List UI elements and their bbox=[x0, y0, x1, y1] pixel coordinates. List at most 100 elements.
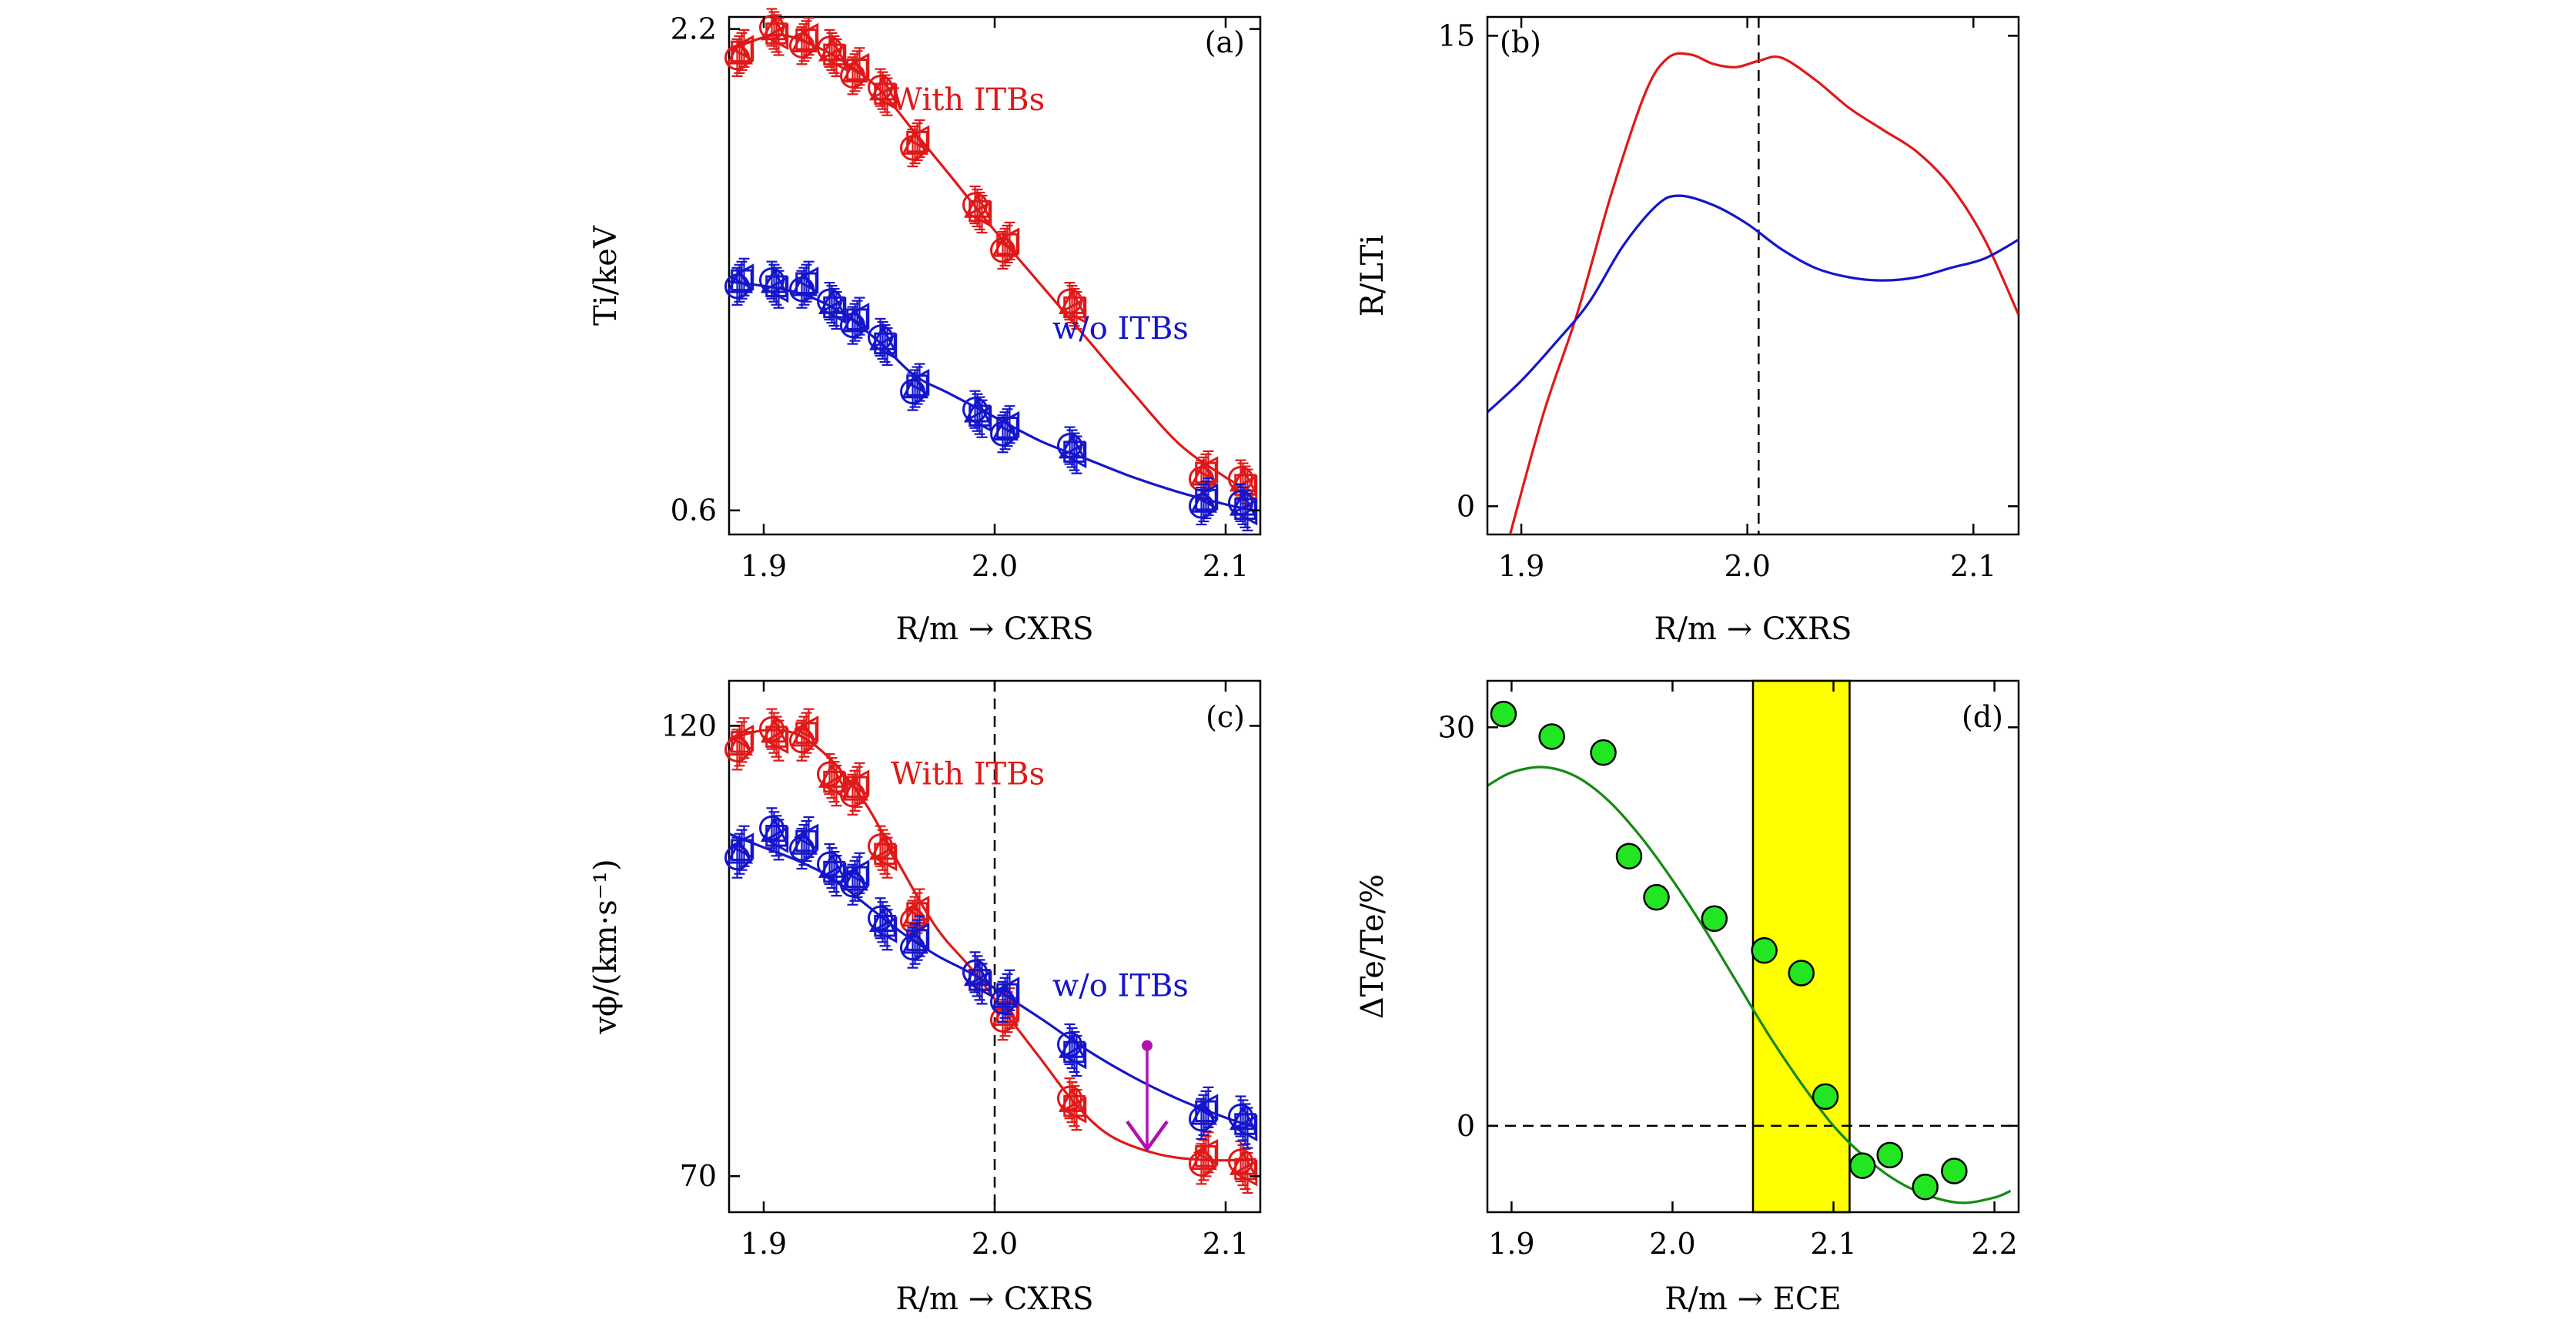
data-point-triangle bbox=[760, 816, 788, 843]
data-point-left-triangle bbox=[1193, 483, 1219, 511]
data-point-left-triangle bbox=[1193, 456, 1219, 484]
data-point-triangle bbox=[841, 307, 869, 333]
x-tick-label: 2.1 bbox=[1810, 1227, 1856, 1261]
data-point-left-triangle bbox=[1232, 498, 1258, 526]
data-point-left-triangle bbox=[763, 826, 789, 853]
data-point-triangle bbox=[868, 906, 897, 933]
data-point-triangle bbox=[790, 27, 818, 53]
data-point bbox=[1538, 723, 1565, 750]
x-tick-label: 2.2 bbox=[1971, 1227, 2017, 1261]
x-tick-label: 2.0 bbox=[972, 1227, 1018, 1261]
panel-b: 1.9 2.0 2.1 0 15 (b) R/m → CXRS R/LTi bbox=[1355, 15, 2020, 647]
data-point-left-triangle bbox=[871, 844, 898, 872]
panel-c: 1.9 2.0 2.1 70 120 (c) With ITBs w/o ITBs R/… bbox=[588, 679, 1262, 1317]
x-tick-label: 2.1 bbox=[1203, 549, 1249, 583]
layer-ticks-a: 1.9 2.0 2.1 0.6 2.2 bbox=[671, 12, 1260, 583]
data-point-triangle bbox=[1189, 1144, 1218, 1171]
data-point-left-triangle bbox=[1061, 441, 1087, 469]
y-tick-label: 2.2 bbox=[671, 12, 717, 46]
data-point-left-triangle bbox=[728, 263, 754, 291]
annotation-with-itbs-a: With ITBs bbox=[891, 82, 1045, 118]
red-curve bbox=[729, 729, 1254, 1162]
data-point-left-triangle bbox=[793, 715, 819, 743]
data-point bbox=[1590, 739, 1617, 766]
data-point-triangle bbox=[725, 839, 754, 864]
data-point bbox=[1615, 843, 1643, 869]
data-point-left-triangle bbox=[793, 266, 819, 294]
blue-curve bbox=[729, 833, 1254, 1128]
data-point-left-triangle bbox=[1193, 1094, 1219, 1121]
data-point-left-triangle bbox=[844, 52, 870, 80]
data-point-left-triangle bbox=[763, 276, 789, 303]
y-tick-label: 70 bbox=[680, 1159, 717, 1193]
data-point bbox=[1912, 1173, 1939, 1201]
data-point bbox=[1751, 936, 1778, 964]
x-tick-label: 1.9 bbox=[1488, 1227, 1534, 1261]
data-point-left-triangle bbox=[904, 369, 930, 397]
green-curve bbox=[1487, 766, 2012, 1204]
data-point-triangle bbox=[1058, 1033, 1086, 1058]
data-point-triangle bbox=[901, 928, 929, 954]
y-axis-label-a: Ti/keV bbox=[588, 225, 624, 326]
panel-d: 1.9 2.0 2.1 2.2 0 30 (d) R/m → ECE ΔTe/Te/% bbox=[1355, 679, 2020, 1317]
x-tick-label: 1.9 bbox=[1498, 549, 1544, 583]
data-point-triangle bbox=[868, 835, 897, 860]
data-point-triangle bbox=[790, 829, 818, 855]
data-point-left-triangle bbox=[821, 44, 847, 72]
data-point-triangle bbox=[963, 960, 992, 987]
data-point-triangle bbox=[725, 268, 754, 293]
data-point-left-triangle bbox=[1061, 296, 1087, 324]
data-point-triangle bbox=[991, 415, 1019, 441]
y-tick-label: 120 bbox=[661, 709, 717, 742]
x-tick-label: 2.0 bbox=[1724, 549, 1770, 583]
data-point-left-triangle bbox=[871, 333, 898, 360]
red-curve bbox=[1508, 52, 2019, 534]
data-point-triangle bbox=[901, 373, 929, 399]
data-point-left-triangle bbox=[763, 23, 789, 51]
data-point bbox=[1876, 1141, 1903, 1169]
data-point-left-triangle bbox=[844, 303, 870, 330]
layer-ticks-b: 1.9 2.0 2.1 0 15 bbox=[1438, 17, 2019, 583]
x-tick-label: 2.1 bbox=[1203, 1227, 1249, 1261]
data-point-left-triangle bbox=[844, 769, 870, 797]
x-tick-label: 2.0 bbox=[1649, 1227, 1695, 1261]
data-point-left-triangle bbox=[871, 83, 898, 111]
data-point-left-triangle bbox=[994, 227, 1020, 255]
data-point-left-triangle bbox=[1061, 1042, 1087, 1070]
y-axis-label-b: R/LTi bbox=[1355, 235, 1390, 317]
layer-series-c bbox=[724, 708, 1258, 1194]
x-axis-label-d: R/m → ECE bbox=[1664, 1281, 1841, 1317]
data-point bbox=[1941, 1158, 1968, 1184]
panel-label-a: (a) bbox=[1205, 25, 1245, 59]
data-point-triangle bbox=[1189, 487, 1218, 513]
panel-label-d: (d) bbox=[1962, 700, 2003, 734]
data-point-triangle bbox=[1058, 1087, 1086, 1112]
data-point bbox=[1812, 1083, 1839, 1111]
data-point-triangle bbox=[725, 39, 754, 65]
data-point-left-triangle bbox=[966, 405, 992, 433]
data-point-left-triangle bbox=[1061, 1096, 1087, 1124]
x-axis-label-b: R/m → CXRS bbox=[1654, 611, 1852, 647]
data-point-triangle bbox=[841, 866, 869, 891]
data-point-left-triangle bbox=[844, 859, 870, 887]
data-point-left-triangle bbox=[1232, 1159, 1258, 1187]
layer-ticks-d: 1.9 2.0 2.1 2.2 0 30 bbox=[1438, 681, 2019, 1261]
data-point-triangle bbox=[790, 722, 818, 747]
y-axis-label-c: vϕ/(km·s⁻¹) bbox=[588, 859, 624, 1034]
x-tick-label: 2.1 bbox=[1950, 549, 1996, 583]
data-point-left-triangle bbox=[728, 35, 754, 62]
panel-label-c: (c) bbox=[1206, 700, 1245, 734]
x-axis-label-c: R/m → CXRS bbox=[895, 1281, 1093, 1317]
panel-a: 1.9 2.0 2.1 0.6 2.2 (a) With ITBs w/o ITBs R… bbox=[588, 8, 1262, 647]
data-point-triangle bbox=[725, 730, 754, 756]
annotation-without-itbs-c: w/o ITBs bbox=[1052, 968, 1189, 1003]
data-point-left-triangle bbox=[1232, 1114, 1258, 1142]
data-point-left-triangle bbox=[904, 125, 930, 152]
data-point-triangle bbox=[790, 271, 818, 296]
x-axis-label-a: R/m → CXRS bbox=[895, 611, 1093, 647]
data-point-left-triangle bbox=[793, 823, 819, 851]
layer-series-b bbox=[1487, 52, 2019, 534]
data-point bbox=[1490, 700, 1517, 728]
data-point-left-triangle bbox=[904, 923, 930, 950]
y-tick-label: 0.6 bbox=[671, 494, 717, 528]
